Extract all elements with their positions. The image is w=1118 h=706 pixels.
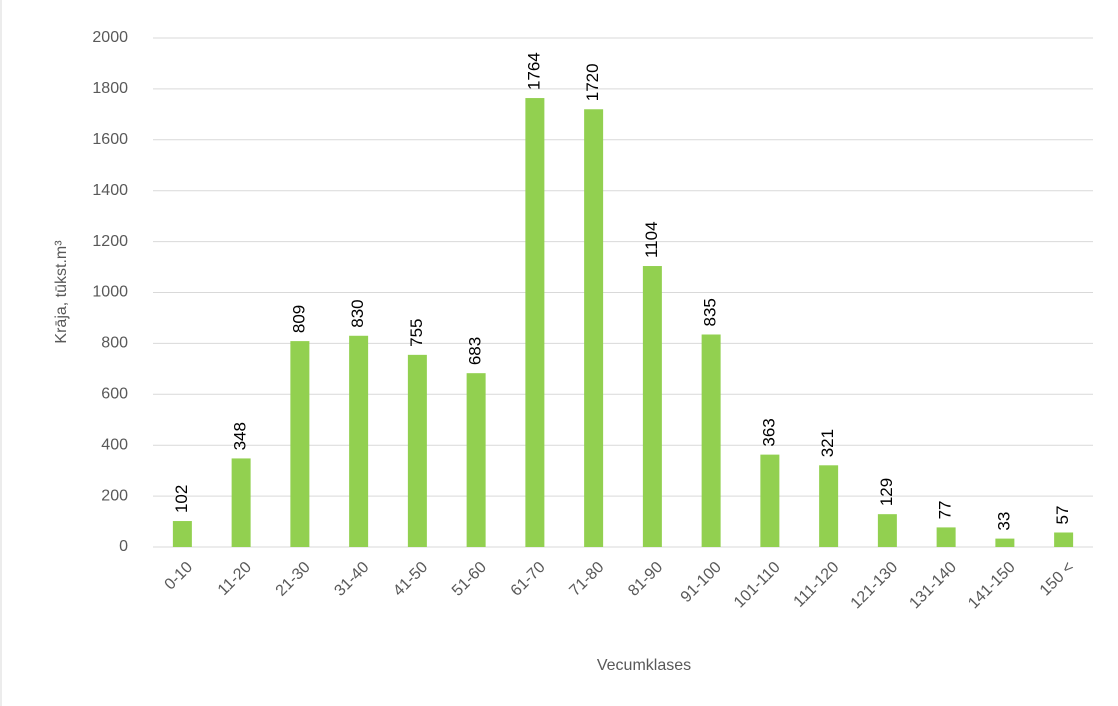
bar (172, 521, 192, 547)
x-tick-label: 21-30 (273, 559, 314, 600)
bar (760, 454, 780, 547)
y-tick-label: 2000 (92, 29, 128, 46)
x-tick-label: 61-70 (508, 559, 549, 600)
x-tick-label: 31-40 (331, 559, 372, 600)
data-label: 755 (407, 318, 426, 346)
data-label: 77 (936, 500, 955, 519)
x-tick-label: 81-90 (625, 559, 666, 600)
x-axis-title: Vecumklases (597, 657, 691, 674)
data-label: 1764 (524, 52, 543, 90)
bar (1054, 532, 1074, 547)
bar (231, 458, 251, 547)
data-label: 1104 (642, 221, 661, 258)
y-tick-label: 200 (101, 487, 128, 504)
x-tick-label: 101-110 (731, 559, 784, 612)
data-label: 57 (1053, 506, 1072, 525)
bar (819, 465, 839, 547)
x-tick-label: 41-50 (390, 559, 431, 600)
bar (936, 527, 956, 547)
bar (290, 341, 310, 547)
y-tick-label: 0 (119, 538, 128, 555)
bar (407, 354, 427, 547)
x-tick-label: 141-150 (965, 559, 1019, 613)
x-tick-label: 111-120 (791, 559, 843, 611)
data-label: 683 (466, 337, 485, 365)
x-tick-label: 51-60 (449, 559, 490, 600)
y-tick-label: 1000 (92, 284, 128, 301)
data-label: 348 (231, 422, 250, 450)
y-tick-label: 1200 (92, 233, 128, 250)
bar (466, 373, 486, 547)
y-tick-label: 400 (101, 436, 128, 453)
data-label: 102 (172, 485, 191, 513)
data-label: 33 (994, 512, 1013, 531)
bar (877, 514, 897, 547)
x-tick-label: 71-80 (566, 559, 607, 600)
bar (642, 266, 662, 547)
x-tick-label: 121-130 (848, 559, 902, 613)
x-tick-label: 11-20 (215, 559, 255, 599)
bar (584, 109, 604, 547)
x-tick-label: 131-140 (906, 559, 960, 613)
bar (525, 98, 545, 547)
y-axis-title: Krāja, tūkst.m³ (53, 240, 70, 344)
x-tick-label: 150 < (1037, 559, 1078, 600)
y-tick-label: 1400 (92, 182, 128, 199)
data-label: 129 (877, 478, 896, 506)
y-tick-label: 1800 (92, 80, 128, 97)
data-label: 1720 (583, 63, 602, 101)
data-label: 363 (759, 418, 778, 446)
y-tick-label: 1600 (92, 131, 128, 148)
bar (349, 335, 369, 547)
data-label: 835 (701, 298, 720, 326)
data-label: 809 (289, 305, 308, 333)
data-label: 321 (818, 429, 837, 457)
x-tick-label: 91-100 (678, 559, 725, 606)
y-tick-label: 800 (101, 335, 128, 352)
y-tick-label: 600 (101, 386, 128, 403)
x-tick-label: 0-10 (162, 559, 197, 594)
data-label: 830 (348, 299, 367, 327)
bar (701, 334, 721, 547)
bar (995, 538, 1015, 547)
